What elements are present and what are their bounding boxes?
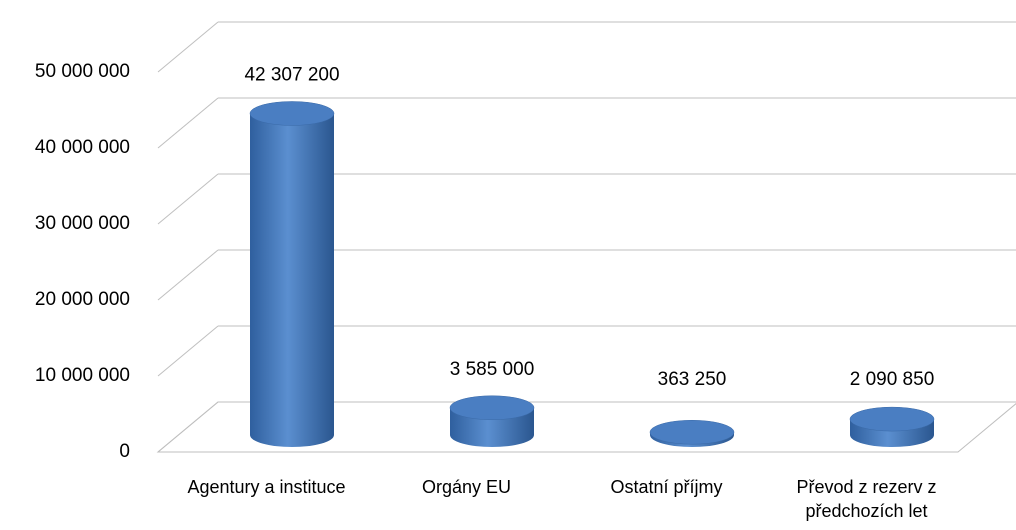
grid-line (157, 325, 219, 377)
y-tick-label: 0 (119, 441, 130, 462)
grid-line (157, 401, 219, 453)
value-label: 42 307 200 (244, 64, 339, 85)
y-tick-label: 30 000 000 (35, 213, 130, 234)
y-tick-label: 10 000 000 (35, 365, 130, 386)
value-label: 3 585 000 (450, 359, 535, 380)
bar-top (449, 395, 535, 421)
bar (250, 113, 334, 448)
grid-line (157, 21, 219, 73)
x-tick-label: Ostatní příjmy (610, 477, 723, 497)
cylinder (249, 101, 335, 448)
cylinder (449, 395, 535, 447)
grid-line (157, 173, 219, 225)
x-tick-label: Orgány EU (421, 477, 512, 497)
x-tick-label: Převod z rezerv z předchozích let (796, 477, 937, 521)
value-label: 363 250 (658, 369, 727, 390)
cylinder (649, 419, 735, 447)
bar-top (649, 419, 735, 445)
y-tick-label: 20 000 000 (35, 289, 130, 310)
y-tick-label: 40 000 000 (35, 137, 130, 158)
grid-line (157, 97, 219, 149)
grid-line (157, 249, 219, 301)
bar-top (249, 101, 335, 126)
cylinder (849, 406, 935, 447)
y-tick-label: 50 000 000 (35, 61, 130, 82)
x-tick-label: Agentury a instituce (187, 477, 346, 497)
bar-top (849, 406, 935, 432)
value-label: 2 090 850 (850, 369, 935, 390)
